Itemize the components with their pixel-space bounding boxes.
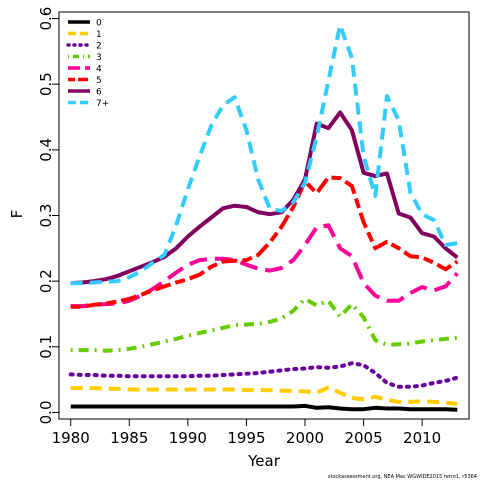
y-tick-label: 0.1	[37, 335, 55, 359]
x-tick-label: 2010	[403, 429, 441, 447]
series-layer	[68, 23, 460, 412]
y-tick-label: 0.5	[37, 72, 55, 96]
series-line-7plus	[70, 23, 458, 286]
footer-note: stockassessment.org, NEA Mac WGWIDE2015 …	[328, 474, 477, 480]
legend-label: 4	[96, 65, 102, 75]
x-tick-label: 1985	[110, 429, 148, 447]
series-line-0	[70, 403, 458, 412]
y-tick-label: 0.0	[37, 401, 55, 425]
series-line-6	[70, 110, 459, 286]
series-line-2	[68, 361, 460, 389]
y-axis-title: F	[8, 210, 26, 219]
legend-label: 5	[96, 76, 102, 86]
legend-label: 7+	[96, 99, 109, 109]
x-tick-label: 1995	[227, 429, 265, 447]
legend-label: 2	[96, 42, 102, 52]
y-tick-label: 0.2	[37, 269, 55, 293]
legend: 01 23 45 67+	[66, 19, 109, 109]
x-tick-label: 2000	[286, 429, 324, 447]
series-line-3	[70, 296, 458, 353]
x-tick-label: 1980	[52, 429, 90, 447]
legend-label: 3	[96, 53, 102, 63]
legend-label: 6	[96, 88, 102, 98]
legend-label: 1	[96, 30, 102, 40]
axes-layer: 1980 1985 1990 1995 2000 2005 2010 0.0 0.1 0.2 0.3…	[37, 7, 470, 447]
legend-label: 0	[96, 19, 102, 29]
x-axis-title: Year	[247, 452, 281, 470]
series-line-1	[70, 385, 458, 406]
y-tick-label: 0.3	[37, 204, 55, 228]
y-tick-label: 0.6	[37, 7, 55, 31]
y-tick-label: 0.4	[37, 138, 55, 162]
series-line-5	[70, 175, 459, 309]
series-line-4	[70, 223, 459, 309]
x-tick-label: 2005	[344, 429, 382, 447]
x-tick-label: 1990	[169, 429, 207, 447]
